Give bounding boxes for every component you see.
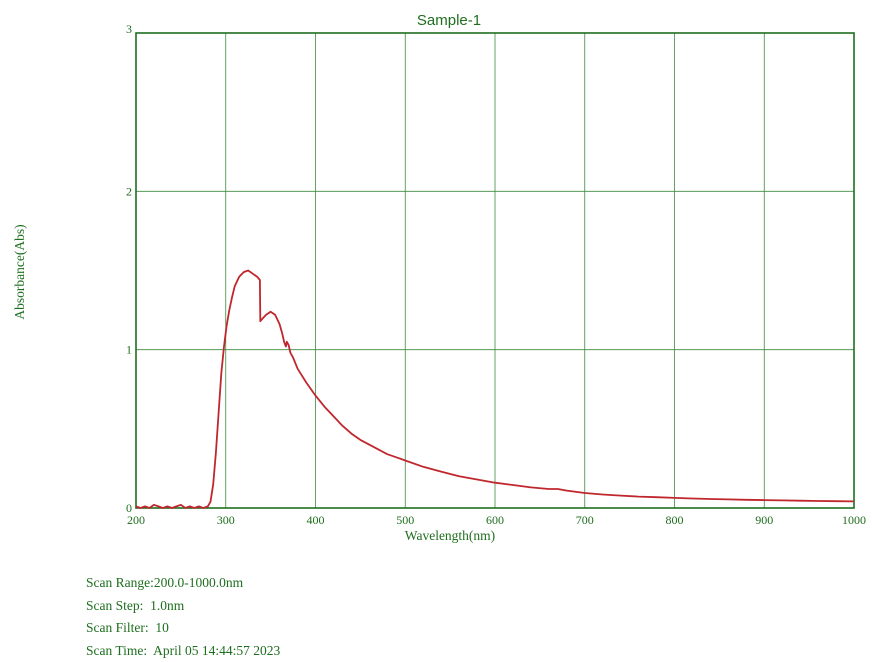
y-tick-label: 2 — [126, 184, 132, 198]
x-tick-label: 300 — [217, 513, 235, 527]
y-tick-label: 0 — [126, 501, 132, 515]
scan-step-text: Scan Step: 1.0nm — [86, 595, 280, 618]
chart-title: Sample-1 — [417, 12, 481, 29]
x-tick-label: 1000 — [842, 513, 866, 527]
x-tick-label: 900 — [755, 513, 773, 527]
grid-lines — [136, 33, 854, 508]
y-tick-label: 1 — [126, 343, 132, 357]
x-axis-label: Wavelength(nm) — [405, 528, 495, 543]
x-tick-label: 400 — [307, 513, 325, 527]
x-tick-label: 700 — [576, 513, 594, 527]
x-tick-label: 500 — [396, 513, 414, 527]
x-tick-label: 600 — [486, 513, 504, 527]
x-tick-label: 800 — [666, 513, 684, 527]
x-tick-label: 200 — [127, 513, 145, 527]
scan-filter-text: Scan Filter: 10 — [86, 617, 280, 640]
y-tick-label: 3 — [126, 22, 132, 36]
scan-info-panel: Scan Range:200.0-1000.0nm Scan Step: 1.0… — [86, 572, 280, 662]
tick-labels: 200 300 400 500 600 700 800 900 1000 0 1 2 3 — [126, 22, 866, 527]
scan-range-text: Scan Range:200.0-1000.0nm — [86, 572, 280, 595]
scan-time-text: Scan Time: April 05 14:44:57 2023 — [86, 640, 280, 662]
y-axis-label: Absorbance(Abs) — [12, 224, 27, 319]
